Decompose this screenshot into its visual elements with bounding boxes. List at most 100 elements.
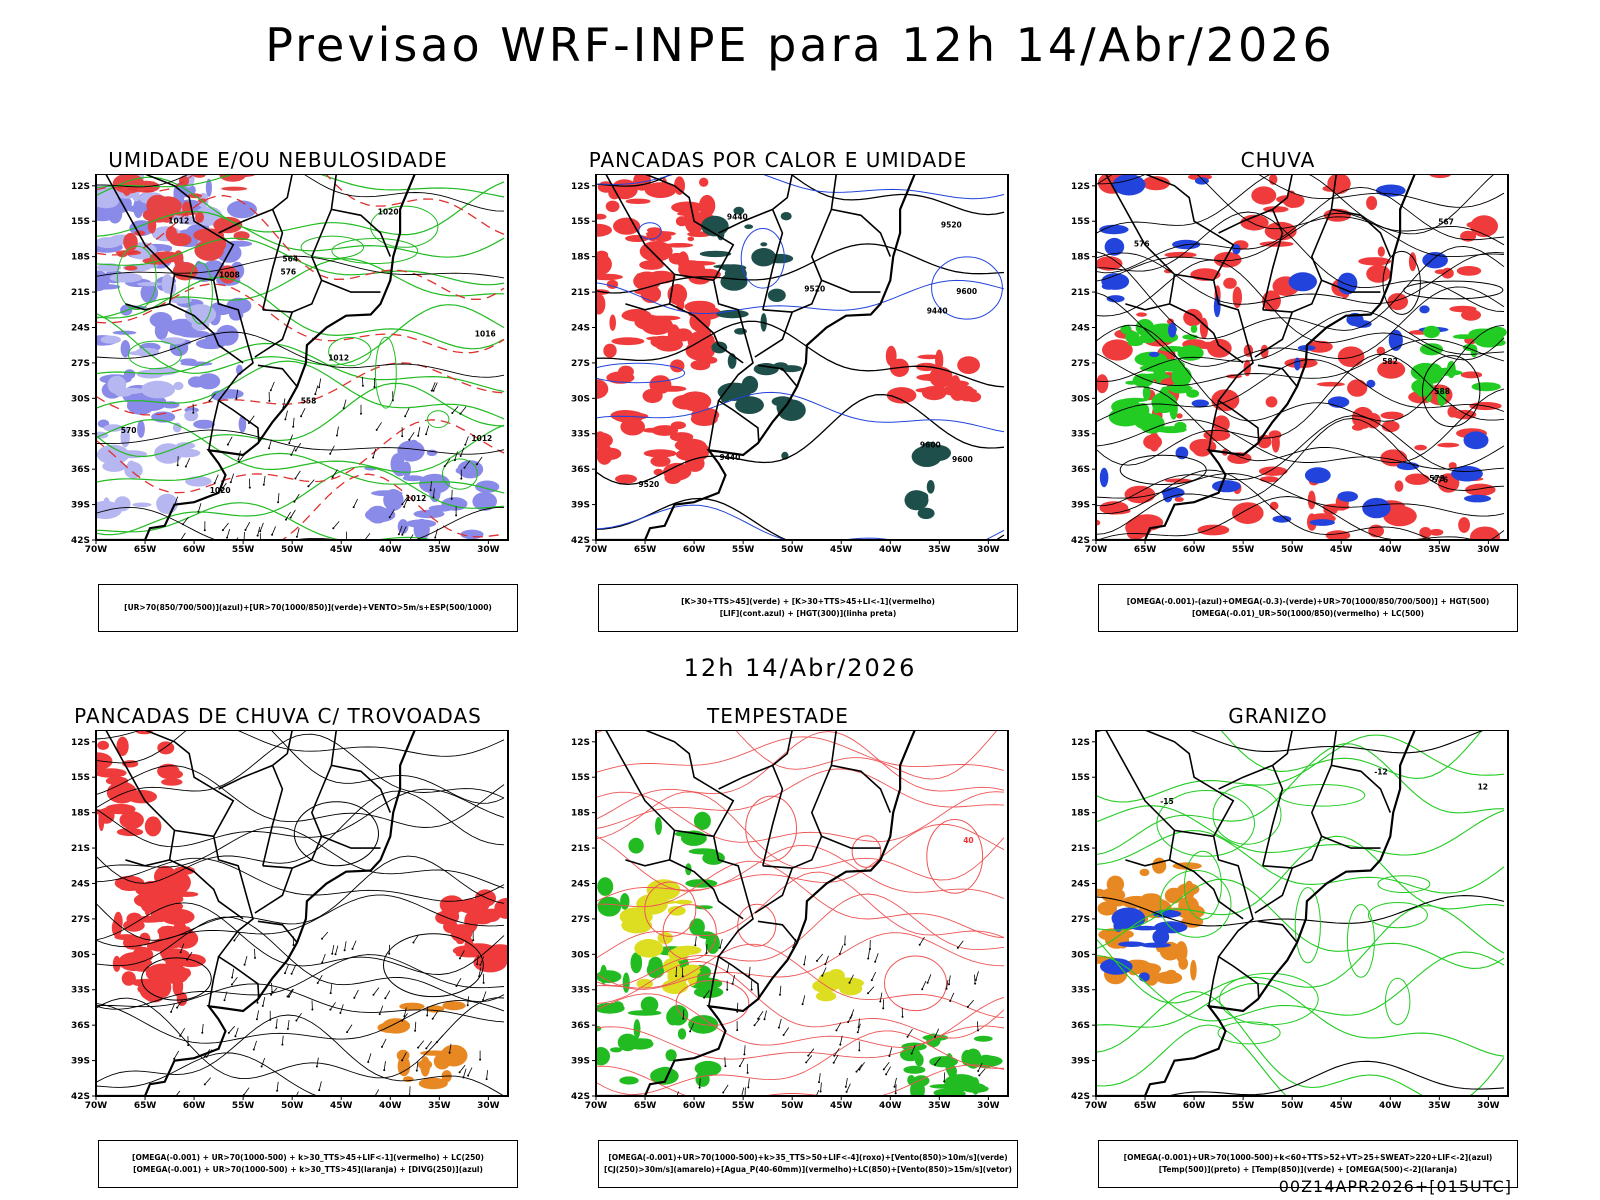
wind-vector xyxy=(836,1022,842,1031)
contour-line xyxy=(96,418,505,473)
wind-vector xyxy=(934,1028,940,1038)
lat-tick-label: 42S xyxy=(71,1092,90,1102)
wind-vector-head xyxy=(203,1083,206,1086)
wind-vector-head xyxy=(223,999,226,1002)
map-frame xyxy=(95,730,509,1097)
wind-vector xyxy=(949,992,955,1002)
field-patch xyxy=(886,387,917,404)
wind-vector-head xyxy=(401,435,404,438)
wind-vector-head xyxy=(458,957,461,960)
lon-tick-label: 40W xyxy=(1379,1101,1402,1111)
field-patch xyxy=(1111,398,1142,415)
field-patch xyxy=(399,1002,425,1011)
wind-vector xyxy=(856,1064,863,1072)
field-patch xyxy=(397,519,409,534)
field-patch xyxy=(403,1076,414,1083)
contour-line xyxy=(96,258,505,319)
wind-vector-head xyxy=(705,952,708,955)
wind-vector xyxy=(175,1090,181,1096)
map-content: 12 -15 -12 xyxy=(1096,730,1508,1096)
wind-vector xyxy=(177,456,179,466)
field-patch xyxy=(711,341,728,354)
lon-tick-label: 65W xyxy=(1134,1101,1157,1111)
lat-tick-label: 30S xyxy=(571,394,590,404)
contour-line xyxy=(96,331,505,378)
border-line xyxy=(257,364,298,388)
lon-tick-label: 50W xyxy=(781,545,804,555)
wind-vector xyxy=(277,493,280,503)
field-patch xyxy=(96,500,122,520)
wind-vector-head xyxy=(401,503,404,506)
wind-vector-head xyxy=(867,957,870,960)
wind-vector-head xyxy=(401,1019,404,1022)
field-patch xyxy=(205,178,212,197)
wind-vector-head xyxy=(475,463,478,466)
wind-vector xyxy=(706,944,708,954)
wind-vector xyxy=(846,1083,851,1093)
border-line xyxy=(1125,303,1170,311)
field-patch xyxy=(929,366,953,388)
wind-vector xyxy=(373,987,380,996)
contour-line xyxy=(383,933,484,998)
wind-vector-head xyxy=(311,1008,314,1011)
wind-vector xyxy=(263,475,266,485)
border-line xyxy=(1254,867,1293,914)
contour-line xyxy=(1096,245,1505,340)
field-patch xyxy=(1259,241,1294,247)
wind-vector xyxy=(478,967,482,977)
wind-vector-head xyxy=(814,1097,816,1099)
contour-line xyxy=(1096,829,1505,894)
field-patch xyxy=(120,426,130,448)
field-patch xyxy=(157,741,175,755)
wind-vector xyxy=(268,439,272,449)
wind-vector-head xyxy=(458,1071,461,1074)
wind-vector-head xyxy=(801,1003,804,1006)
lon-tick-label: 50W xyxy=(1281,1101,1304,1111)
wind-vector-head xyxy=(453,459,456,462)
field-patch xyxy=(677,1028,687,1040)
wind-vector-head xyxy=(974,982,977,985)
wind-vector-head xyxy=(307,485,310,488)
field-patch xyxy=(669,432,694,442)
contour-label: 1020 xyxy=(378,207,399,216)
lat-tick-label: 18S xyxy=(1071,253,1090,263)
wind-vector-head xyxy=(408,541,410,543)
field-patch xyxy=(1213,251,1242,268)
field-patch xyxy=(900,1047,921,1062)
wind-vector-head xyxy=(974,979,977,981)
map-tempestade: 40 70W 65W 60W 55W 50W 45W 40W 35W 30W 12S 15S 18S 21… xyxy=(571,730,1009,1111)
field-patch xyxy=(693,811,711,830)
wind-vector xyxy=(839,945,844,955)
contour-line xyxy=(96,788,505,848)
wind-vector-head xyxy=(375,428,378,431)
lat-tick-label: 24S xyxy=(571,323,590,333)
field-patch xyxy=(1272,515,1292,523)
contour-label: 576 xyxy=(281,267,297,276)
field-patch xyxy=(132,192,141,202)
field-patch xyxy=(617,1033,638,1052)
field-patch xyxy=(596,273,623,281)
border-line xyxy=(1257,920,1298,944)
field-patch xyxy=(615,474,637,484)
field-patch xyxy=(647,270,676,284)
field-patch xyxy=(1190,325,1198,333)
lon-tick-label: 65W xyxy=(1134,545,1157,555)
field-patch xyxy=(596,1025,602,1032)
wind-vector-head xyxy=(300,415,303,418)
field-patch xyxy=(1125,380,1138,385)
contour-line xyxy=(1377,875,1431,894)
lat-tick-label: 27S xyxy=(1071,915,1090,925)
wind-vector-head xyxy=(378,1013,381,1016)
border-line xyxy=(105,730,260,999)
wind-vector xyxy=(919,936,925,945)
contour-label: 1012 xyxy=(168,217,189,226)
border-line xyxy=(1105,174,1260,443)
wind-vector-head xyxy=(472,939,475,942)
field-patch xyxy=(620,893,630,910)
field-patch xyxy=(1099,467,1109,488)
wind-vector xyxy=(374,1089,380,1096)
lat-tick-label: 12S xyxy=(571,182,590,192)
lat-tick-label: 21S xyxy=(1071,844,1090,854)
legend-line: [OMEGA(-0.001)-(azul)+OMEGA(-0.3)-(verde… xyxy=(1126,597,1490,606)
field-patch xyxy=(1106,295,1125,303)
